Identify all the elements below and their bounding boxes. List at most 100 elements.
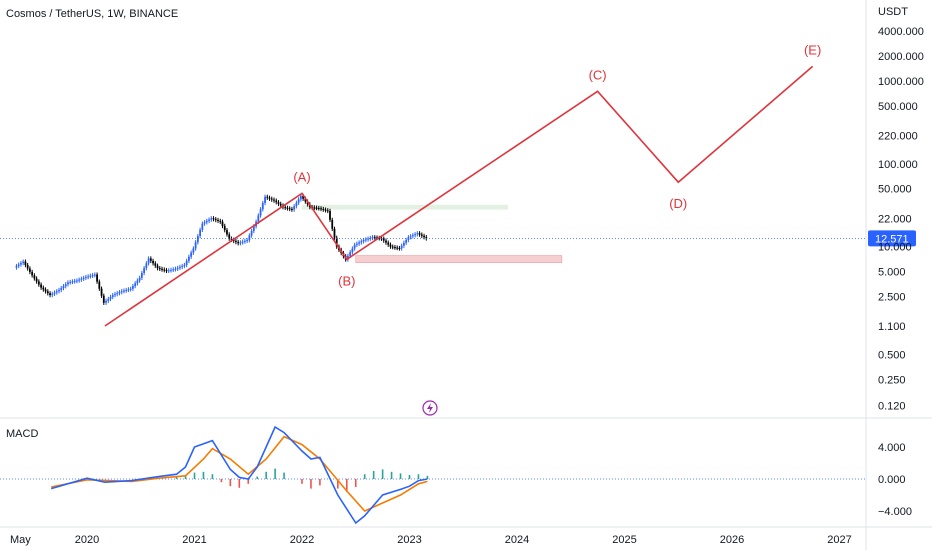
- price-tick-label: 10.000: [878, 242, 912, 254]
- wave-label: (E): [804, 42, 821, 57]
- candle-body: [351, 248, 354, 253]
- last-price-badge: [868, 230, 916, 247]
- candle-body: [212, 218, 215, 220]
- candle-body: [194, 242, 197, 249]
- candle-body: [226, 230, 228, 235]
- wave-label: (C): [589, 67, 607, 82]
- candle-body: [71, 281, 74, 283]
- macd-histogram-bar: [319, 479, 321, 486]
- candle-body: [172, 269, 175, 271]
- candle-body: [120, 291, 123, 293]
- candle-body: [349, 252, 352, 256]
- macd-histogram-bar: [363, 474, 366, 479]
- macd-tick-label: 0.000: [878, 474, 906, 486]
- candle-body: [250, 230, 253, 236]
- candle-body: [64, 284, 67, 287]
- candle-body: [190, 252, 193, 257]
- candle-body: [335, 237, 338, 247]
- macd-label: MACD: [6, 428, 38, 440]
- candle-body: [360, 241, 363, 243]
- candle-body: [273, 199, 275, 201]
- candle-body: [129, 288, 132, 290]
- macd-histogram-bar: [265, 471, 267, 479]
- candle-body: [58, 289, 60, 292]
- macd-histogram-bar: [229, 479, 232, 487]
- candle-body: [134, 283, 137, 287]
- candle-body: [163, 269, 166, 271]
- macd-histogram-bar: [354, 479, 357, 487]
- candle-body: [143, 268, 146, 273]
- macd-histogram-bar: [372, 471, 375, 479]
- candle-body: [326, 210, 329, 212]
- candle-body: [152, 260, 154, 264]
- price-tick-label: 500.000: [878, 101, 918, 113]
- price-tick-label: 100.000: [878, 159, 918, 171]
- price-tick-label: 1.100: [878, 321, 906, 333]
- candle-body: [232, 239, 235, 241]
- candle-body: [248, 235, 251, 241]
- candle-body: [82, 277, 85, 279]
- candle-body: [371, 237, 374, 239]
- candle-body: [237, 242, 240, 244]
- time-axis[interactable]: May 2020 2021 2022 2023 2024 2025 2026 2027: [10, 534, 852, 546]
- candle-body: [293, 206, 296, 210]
- candle-body: [33, 275, 36, 279]
- candle-body: [230, 238, 233, 240]
- macd-histogram-bar: [256, 476, 259, 479]
- alert-icon[interactable]: [422, 400, 438, 416]
- candle-body: [387, 242, 390, 245]
- candle-body: [403, 242, 405, 246]
- candle-body: [42, 287, 45, 290]
- time-tick-label: 2020: [75, 534, 99, 546]
- candle-body: [275, 200, 278, 203]
- candle-body: [105, 300, 107, 303]
- candle-body: [26, 265, 29, 269]
- price-tick-label: 2000.000: [878, 51, 924, 63]
- price-tick-label: 50.000: [878, 184, 912, 196]
- candle-body: [22, 261, 25, 264]
- candle-body: [304, 198, 307, 202]
- elliott-wave-layer[interactable]: (A) (B) (C) (D) (E): [104, 42, 821, 327]
- candle-body: [17, 264, 20, 266]
- candle-body: [96, 274, 98, 282]
- price-axis[interactable]: USDT 4000.000 2000.000 1000.000 500.000 220.…: [878, 6, 924, 413]
- candle-body: [313, 207, 316, 209]
- candle-body: [405, 240, 408, 243]
- macd-histogram-bar: [274, 468, 276, 479]
- candle-body: [156, 265, 159, 269]
- candle-body: [297, 199, 300, 203]
- candle-body: [76, 280, 78, 282]
- candle-body: [214, 219, 217, 221]
- macd-histogram-bar: [408, 475, 411, 479]
- candle-body: [400, 245, 403, 249]
- candle-body: [176, 267, 179, 269]
- chart-title: Cosmos / TetherUS, 1W, BINANCE: [6, 8, 179, 20]
- candle-body: [396, 247, 399, 249]
- macd-tick-label: 4.000: [878, 442, 906, 454]
- candle-body: [60, 288, 63, 290]
- candle-body: [132, 286, 134, 289]
- macd-tick-label: −4.000: [878, 506, 912, 518]
- candle-body: [46, 291, 49, 294]
- candle-body: [420, 234, 423, 236]
- candle-body: [219, 220, 222, 222]
- candle-body: [329, 210, 331, 220]
- candle-body: [279, 203, 282, 206]
- macd-histogram-bar: [310, 479, 312, 489]
- price-tick-label: 22.000: [878, 213, 912, 225]
- candle-body: [228, 234, 231, 239]
- macd-histogram-bar: [211, 474, 214, 479]
- candle-body: [286, 207, 289, 209]
- macd-histogram-bar: [283, 472, 285, 479]
- macd-histogram-bar: [238, 479, 241, 488]
- candle-body: [87, 276, 90, 278]
- candle-body: [382, 238, 385, 241]
- candle-body: [416, 233, 419, 235]
- time-tick-label: 2024: [505, 534, 529, 546]
- candle-body: [291, 208, 293, 210]
- candle-body: [208, 219, 210, 221]
- macd-line: [50, 425, 428, 525]
- candle-body: [284, 207, 287, 209]
